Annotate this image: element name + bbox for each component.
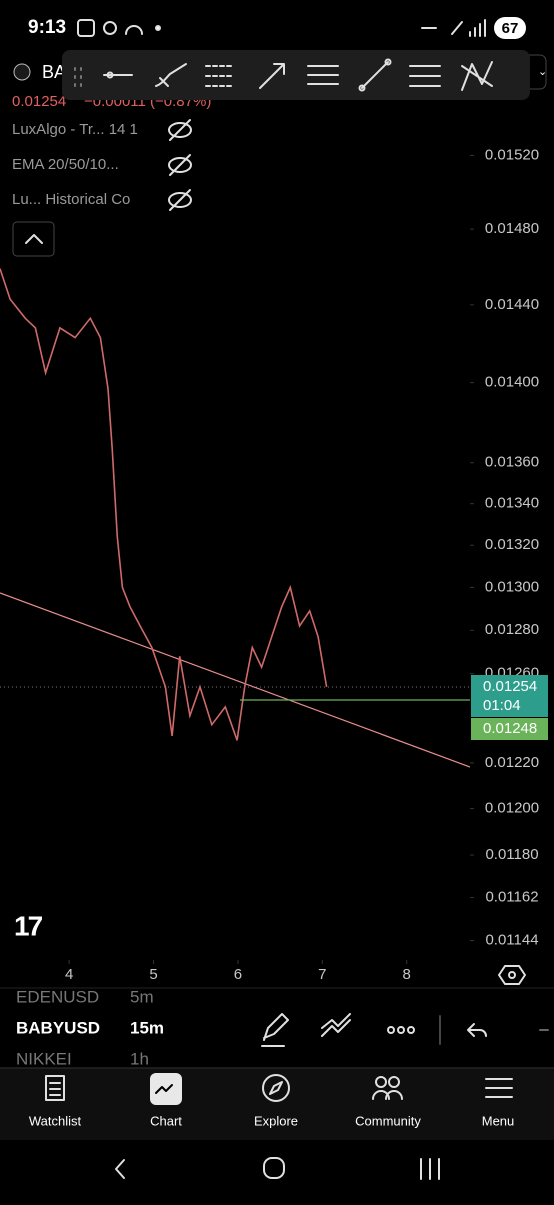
x-tick-label: 5 (149, 966, 157, 983)
collapse-icon (25, 234, 43, 244)
y-tick-label: 0.01280 (485, 621, 539, 638)
y-tick-label: 0.01144 (485, 932, 538, 949)
symbol[interactable]: BA (42, 62, 66, 82)
symbol-name[interactable]: BABYUSD (16, 1018, 100, 1037)
symbol-interval[interactable]: 15m (130, 1018, 164, 1037)
y-tick-label: 0.01360 (485, 454, 539, 471)
y-tick-label: 0.01520 (485, 146, 539, 163)
last-price-box (471, 675, 548, 717)
price-line (0, 268, 328, 741)
y-tick-label: 0.01400 (485, 374, 539, 391)
indicator-label: LuxAlgo - Tr... 14 1 (12, 121, 138, 138)
y-tick-label: 0.01440 (485, 296, 539, 313)
nav-icons[interactable] (45, 1074, 513, 1102)
x-tick-label: 7 (318, 966, 326, 983)
y-tick-label: 0.01180 (485, 846, 538, 863)
symbol-list[interactable]: EDENUSD 5m BABYUSD 15m NIKKEI 1h (16, 987, 164, 1068)
settings-dot (508, 971, 516, 979)
toolbar-icons[interactable] (74, 58, 493, 92)
settings-icon[interactable] (498, 965, 526, 985)
x-tick-label: 4 (65, 966, 73, 983)
eye-off-slash (169, 189, 191, 211)
countdown: 01:04 (483, 697, 521, 714)
x-tick-label: 6 (234, 966, 242, 983)
nav-label[interactable]: Explore (254, 1113, 298, 1128)
symbol-logo (13, 63, 31, 81)
y-tick-label: 0.01162 (485, 888, 538, 905)
symbol-interval[interactable]: 5m (130, 987, 154, 1006)
battery-level: 67 (502, 20, 519, 37)
alert-price: 0.01248 (483, 720, 537, 737)
drawing-toolbar (62, 50, 530, 100)
chevron: ⌄ (538, 66, 547, 78)
indicator-label: Lu... Historical Co (12, 191, 130, 208)
collapse-button[interactable] (12, 221, 55, 257)
y-tick-label: 0.01340 (485, 495, 539, 512)
y-tick-label: 0.01200 (485, 800, 539, 817)
nav-label[interactable]: Watchlist (29, 1113, 82, 1128)
eye-off-slash (169, 119, 191, 141)
nav-labels: Watchlist Chart Explore Community Menu (29, 1113, 514, 1128)
trend-line (0, 592, 470, 768)
eye-off-slash (169, 154, 191, 176)
symbol-interval[interactable]: 1h (130, 1049, 149, 1068)
y-tick-label: 0.01320 (485, 536, 539, 553)
indicator-list: LuxAlgo - Tr... 14 1 EMA 20/50/10... Lu...… (12, 119, 192, 211)
y-tick-label: 0.01480 (485, 220, 539, 237)
last-price: 0.01254 (483, 678, 537, 695)
nav-label[interactable]: Community (355, 1113, 421, 1128)
tv-logo: 17 (14, 910, 43, 941)
system-nav[interactable] (115, 1157, 440, 1180)
axes: 0.01520 0.01480 0.01440 0.01400 0.01360 0.013… (65, 146, 539, 983)
indicator-label: EMA 20/50/10... (12, 156, 119, 173)
battery (494, 17, 526, 39)
y-tick-label: 0.01300 (485, 578, 539, 595)
status-time: 9:13 (28, 17, 66, 38)
eye-off-icon[interactable] (168, 192, 192, 208)
status-icons (77, 19, 486, 37)
nav-label[interactable]: Chart (150, 1113, 182, 1128)
y-tick-label: 0.01220 (485, 754, 539, 771)
plot-area (0, 268, 470, 768)
eye-off-icon[interactable] (168, 122, 192, 138)
price: 0.01254 (12, 93, 66, 110)
nav-label[interactable]: Menu (482, 1113, 515, 1128)
nav-bar (0, 1068, 554, 1140)
eye-off-icon[interactable] (168, 157, 192, 173)
bottom-tools[interactable] (261, 1013, 549, 1047)
x-tick-label: 8 (403, 966, 411, 983)
symbol-name[interactable]: NIKKEI (16, 1049, 72, 1068)
chart-tab-bg (150, 1073, 182, 1105)
symbol-name[interactable]: EDENUSD (16, 987, 99, 1006)
alert-price-box (471, 718, 548, 740)
